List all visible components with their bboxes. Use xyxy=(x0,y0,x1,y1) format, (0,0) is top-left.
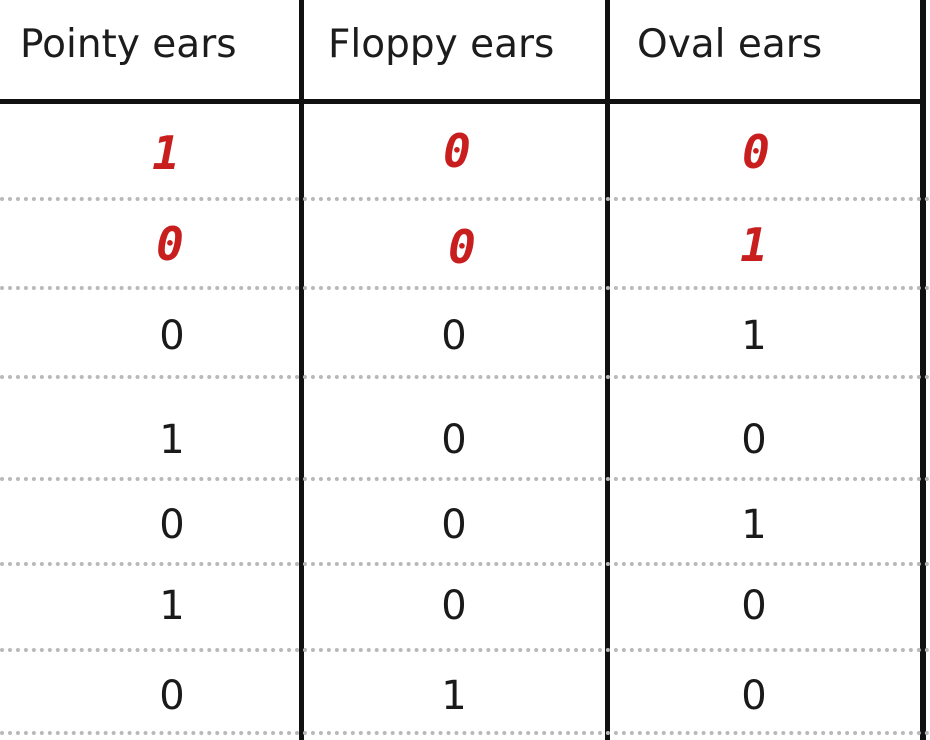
cell-pointy-ears: 0 xyxy=(156,217,184,271)
header-pointy-ears: Pointy ears xyxy=(20,22,237,67)
header-oval-ears: Oval ears xyxy=(637,22,823,67)
cell-pointy-ears: 0 xyxy=(159,313,185,359)
header-floppy-ears: Floppy ears xyxy=(328,22,555,67)
cell-pointy-ears: 0 xyxy=(159,502,185,548)
cell-pointy-ears: 1 xyxy=(159,417,185,463)
header-divider xyxy=(0,99,926,104)
row-separator xyxy=(0,197,930,201)
table-right-border xyxy=(920,0,926,740)
cell-oval-ears: 1 xyxy=(741,313,767,359)
cell-oval-ears: 0 xyxy=(742,125,770,179)
cell-floppy-ears: 0 xyxy=(441,313,467,359)
row-separator xyxy=(0,562,930,566)
cell-floppy-ears: 0 xyxy=(441,417,467,463)
column-divider xyxy=(299,0,304,740)
cell-pointy-ears: 1 xyxy=(152,126,180,180)
row-separator xyxy=(0,286,930,290)
cell-pointy-ears: 0 xyxy=(159,673,185,719)
row-separator xyxy=(0,731,930,735)
cell-oval-ears: 1 xyxy=(740,218,768,272)
cell-oval-ears: 1 xyxy=(741,502,767,548)
row-separator xyxy=(0,648,930,652)
cell-floppy-ears: 0 xyxy=(448,220,476,274)
cell-pointy-ears: 1 xyxy=(159,583,185,629)
cell-oval-ears: 0 xyxy=(741,673,767,719)
row-separator xyxy=(0,375,930,379)
column-divider xyxy=(605,0,610,740)
cell-floppy-ears: 0 xyxy=(443,124,471,178)
row-separator xyxy=(0,477,930,481)
cell-oval-ears: 0 xyxy=(741,583,767,629)
cell-floppy-ears: 0 xyxy=(441,583,467,629)
cell-floppy-ears: 0 xyxy=(441,502,467,548)
cell-oval-ears: 0 xyxy=(741,417,767,463)
cell-floppy-ears: 1 xyxy=(441,673,467,719)
